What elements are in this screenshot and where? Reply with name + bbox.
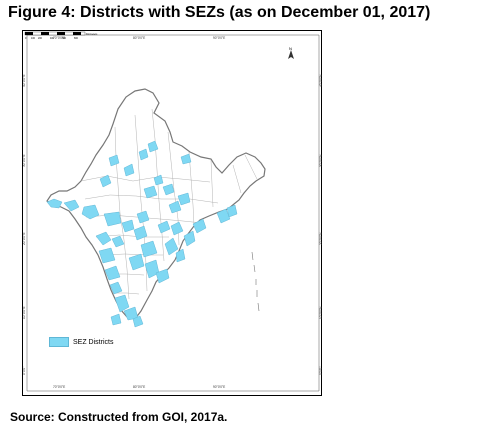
scale-label-600: 600 <box>62 37 67 40</box>
legend-label: SEZ Districts <box>73 338 114 346</box>
scale-label-200: 200 <box>38 37 43 40</box>
lat-label-20-right: 20°0'0"N <box>319 232 323 245</box>
scale-label-0: 0 <box>25 37 27 40</box>
north-arrow-icon: N <box>285 45 297 61</box>
india-outline <box>46 88 266 320</box>
scale-bar: 0 100 200 400 600 800 Kilometers <box>24 31 98 40</box>
lat-label-10-right: 10°0'0"N <box>319 306 323 319</box>
lon-label-90-top: 90°0'0"E <box>213 36 225 40</box>
lat-label-0-right: 0°0'0" <box>319 367 323 375</box>
lon-label-70-bottom: 70°0'0"E <box>53 385 65 389</box>
scale-label-400: 400 <box>50 37 55 40</box>
lat-label-40-right: 40°0'0"N <box>319 74 323 87</box>
north-label: N <box>289 46 292 51</box>
map-frame: 70°0'0"E 80°0'0"E 90°0'0"E 70°0'0"E 80°0… <box>22 30 323 396</box>
map-legend: SEZ Districts <box>49 337 113 347</box>
lat-label-40-left: 40°0'0"N <box>23 74 26 87</box>
lat-label-0-left: 0°0'0" <box>23 367 26 375</box>
india-district-map: 70°0'0"E 80°0'0"E 90°0'0"E 70°0'0"E 80°0… <box>23 34 323 392</box>
figure-title: Figure 4: Districts with SEZs (as on Dec… <box>8 4 431 21</box>
legend-swatch <box>49 337 69 347</box>
lon-label-80-top: 80°0'0"E <box>133 36 145 40</box>
sez-districts <box>46 140 238 328</box>
lon-label-90-bottom: 90°0'0"E <box>213 385 225 389</box>
scale-label-800: 800 <box>74 37 79 40</box>
lon-label-70-top: 70°0'0"E <box>53 36 65 40</box>
scale-label-kilometers: Kilometers <box>86 33 98 36</box>
north-arrow-shape <box>288 50 294 59</box>
lat-label-30-left: 30°0'0"N <box>23 154 26 167</box>
lat-label-30-right: 30°0'0"N <box>319 154 323 167</box>
lat-label-20-left: 20°0'0"N <box>23 232 26 245</box>
lat-label-10-left: 10°0'0"N <box>23 306 26 319</box>
scale-label-100: 100 <box>31 37 36 40</box>
lon-label-80-bottom: 80°0'0"E <box>133 385 145 389</box>
figure-source: Source: Constructed from GOI, 2017a. <box>10 410 228 424</box>
andaman-islands <box>251 251 260 312</box>
